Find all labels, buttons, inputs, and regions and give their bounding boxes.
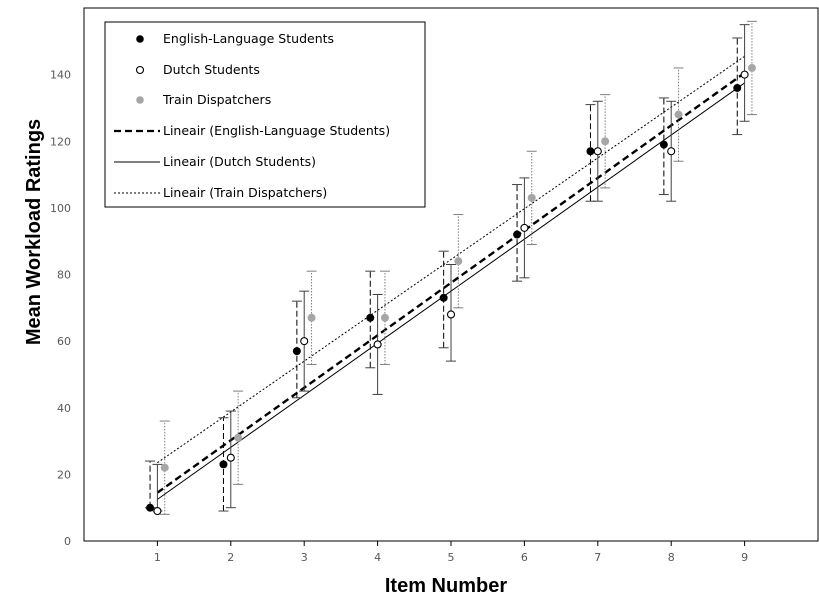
data-point <box>161 464 169 472</box>
data-point <box>528 194 536 202</box>
y-tick-label: 0 <box>64 535 71 548</box>
legend-label-train-trend: Lineair (Train Dispatchers) <box>163 185 327 200</box>
data-point <box>293 347 301 355</box>
data-point <box>308 314 316 322</box>
y-tick-label: 100 <box>50 202 71 215</box>
data-point <box>594 148 601 155</box>
x-axis: 1 2 3 4 5 6 7 8 9 <box>154 541 748 564</box>
data-point <box>227 454 234 461</box>
data-point <box>154 508 161 515</box>
x-tick-label: 4 <box>374 551 381 564</box>
data-point <box>660 141 668 149</box>
legend-marker-train <box>136 96 144 104</box>
legend-label-dutch: Dutch Students <box>163 62 260 77</box>
data-point <box>668 148 675 155</box>
data-point <box>219 460 227 468</box>
legend: English-Language Students Dutch Students… <box>105 22 425 207</box>
legend-box <box>105 22 425 207</box>
data-point <box>454 257 462 265</box>
legend-label-dutch-trend: Lineair (Dutch Students) <box>163 154 316 169</box>
data-point <box>521 224 528 231</box>
legend-label-english-trend: Lineair (English-Language Students) <box>163 123 390 138</box>
legend-marker-english <box>136 35 144 43</box>
legend-label-train: Train Dispatchers <box>162 92 271 107</box>
data-point <box>748 64 756 72</box>
data-point <box>381 314 389 322</box>
x-tick-label: 5 <box>448 551 455 564</box>
data-point <box>586 147 594 155</box>
data-point <box>366 314 374 322</box>
y-axis: 0 20 40 60 80 100 120 140 <box>50 69 71 548</box>
data-point <box>448 311 455 318</box>
x-axis-title: Item Number <box>385 575 507 597</box>
x-tick-label: 9 <box>741 551 748 564</box>
y-tick-label: 60 <box>57 335 71 348</box>
y-tick-label: 40 <box>57 402 71 415</box>
legend-label-english: English-Language Students <box>163 31 334 46</box>
y-tick-label: 80 <box>57 269 71 282</box>
data-point <box>733 84 741 92</box>
data-point <box>601 137 609 145</box>
data-point <box>513 231 521 239</box>
legend-marker-dutch <box>137 67 144 74</box>
y-tick-label: 120 <box>50 135 71 148</box>
data-point <box>234 434 242 442</box>
x-tick-label: 7 <box>594 551 601 564</box>
data-point <box>675 111 683 119</box>
x-tick-label: 3 <box>301 551 308 564</box>
data-point <box>374 341 381 348</box>
x-tick-label: 2 <box>227 551 234 564</box>
y-tick-label: 140 <box>50 69 71 82</box>
data-point <box>741 71 748 78</box>
x-tick-label: 6 <box>521 551 528 564</box>
x-tick-label: 8 <box>668 551 675 564</box>
x-tick-label: 1 <box>154 551 161 564</box>
data-point <box>440 294 448 302</box>
y-axis-title: Mean Workload Ratings <box>23 119 45 345</box>
data-point <box>146 504 154 512</box>
y-tick-label: 20 <box>57 468 71 481</box>
data-point <box>301 338 308 345</box>
